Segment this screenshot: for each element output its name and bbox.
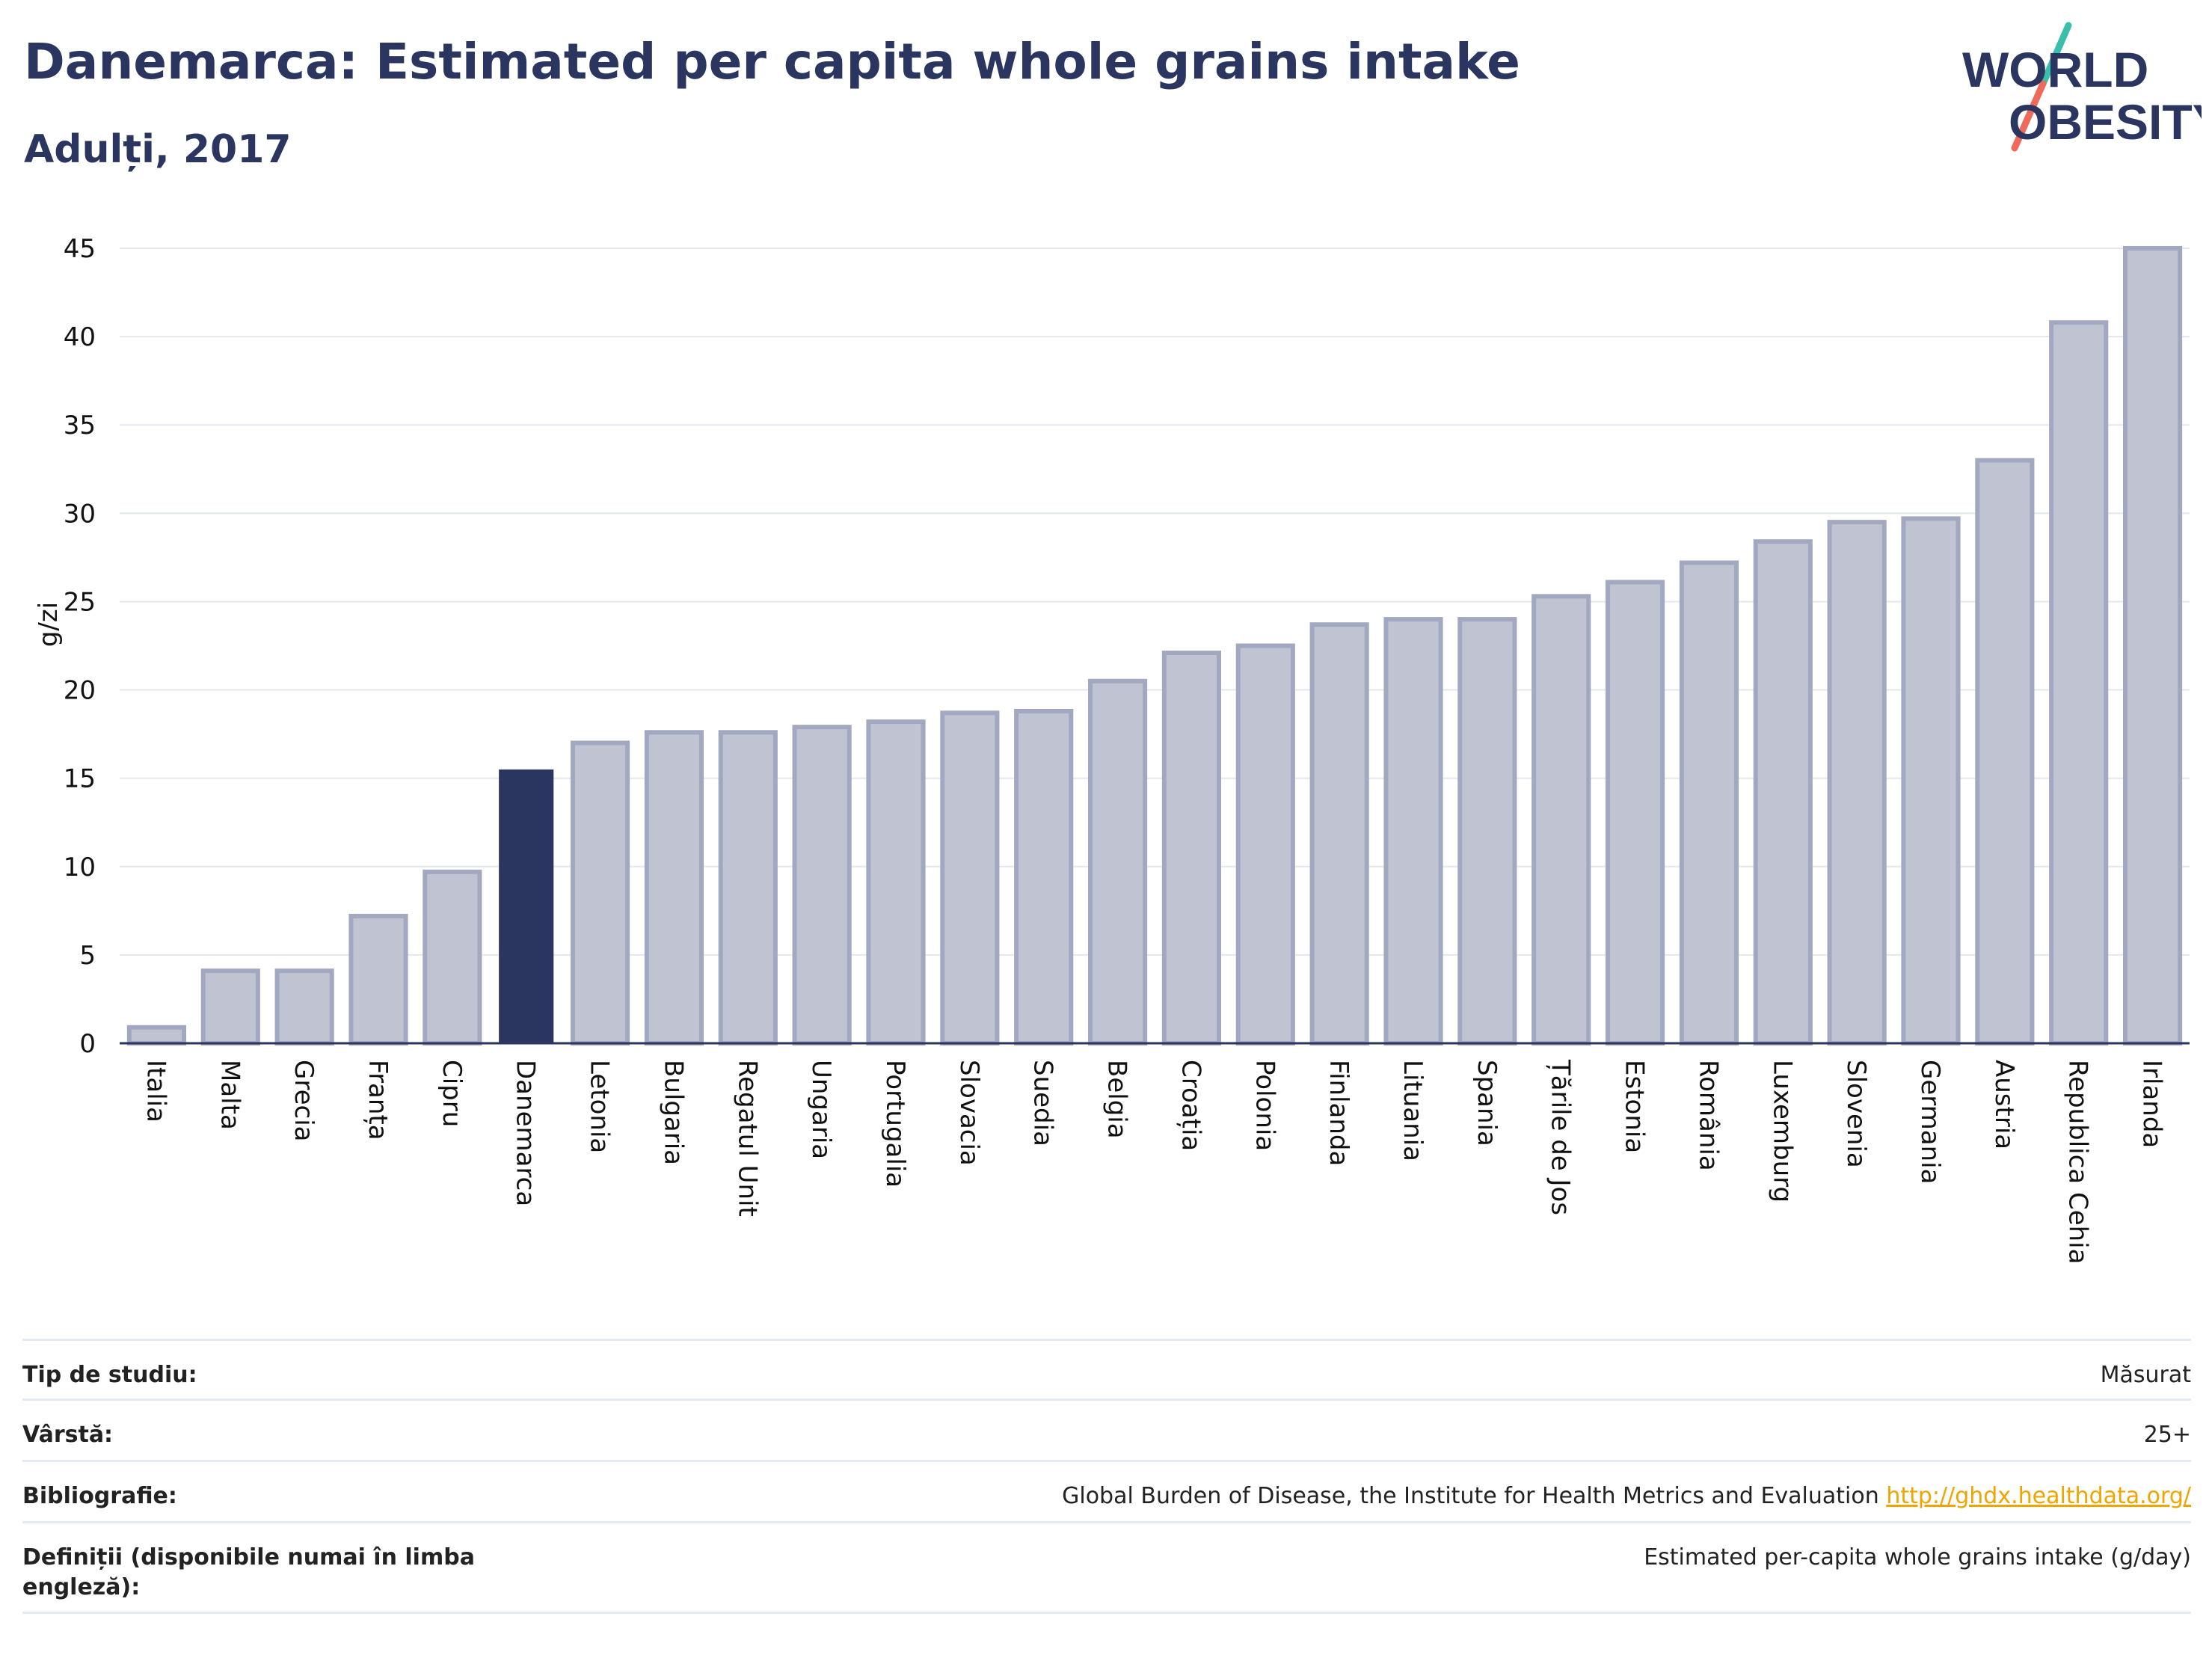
- info-label: Bibliografie:: [22, 1483, 177, 1509]
- world-obesity-logo[interactable]: WORLD OBESITY: [1955, 21, 2202, 163]
- bibliography-text: Global Burden of Disease, the Institute …: [1062, 1483, 1879, 1509]
- y-tick-label: 25: [64, 587, 96, 617]
- logo-slash-coral: [2011, 80, 2047, 152]
- bars: [126, 246, 2183, 1046]
- x-tick-label: Polonia: [1250, 1060, 1279, 1151]
- logo-line2: OBESITY: [2009, 94, 2202, 150]
- x-tick-label: Slovacia: [954, 1060, 984, 1166]
- bar[interactable]: [1161, 650, 1222, 1045]
- bar[interactable]: [792, 725, 852, 1045]
- x-tick-label: Portugalia: [880, 1060, 910, 1188]
- x-axis-ticks: Italia Malta Grecia Franța Cipru Danemarca Let…: [141, 1059, 2166, 1264]
- bar-highlight[interactable]: [499, 769, 554, 1043]
- logo-slash-teal: [2039, 22, 2072, 87]
- bar[interactable]: [570, 740, 630, 1046]
- bar[interactable]: [718, 730, 778, 1045]
- y-tick-label: 30: [64, 499, 96, 529]
- info-row-bibliography: Bibliografie: Global Burden of Disease, …: [22, 1460, 2191, 1521]
- chart-subtitle: Adulți, 2017: [24, 127, 292, 172]
- y-axis-label: g/zi: [34, 602, 64, 647]
- y-tick-label: 15: [64, 764, 96, 794]
- x-tick-label: Austria: [1989, 1060, 2019, 1149]
- x-tick-label: Malta: [215, 1060, 245, 1130]
- info-value: Estimated per-capita whole grains intake…: [1644, 1544, 2191, 1570]
- bar-chart: 0 5 10 15 20 25 30 35 40 45 Italia Malta Grecia Fran…: [34, 234, 2190, 1264]
- y-tick-label: 35: [64, 411, 96, 440]
- info-row-definitions: Definiții (disponibile numai în limba en…: [22, 1521, 2191, 1614]
- bar[interactable]: [2122, 246, 2183, 1045]
- x-tick-label: Slovenia: [1841, 1060, 1871, 1168]
- y-tick-label: 0: [79, 1029, 96, 1059]
- x-tick-label: Croația: [1176, 1060, 1205, 1151]
- bar[interactable]: [423, 869, 482, 1046]
- bar[interactable]: [866, 719, 926, 1045]
- info-value: Măsurat: [2100, 1362, 2191, 1388]
- bar[interactable]: [1827, 520, 1887, 1045]
- x-tick-label: Danemarca: [511, 1060, 541, 1206]
- x-tick-label: Germania: [1915, 1060, 1945, 1184]
- x-tick-label: Estonia: [1620, 1060, 1650, 1153]
- bar[interactable]: [1309, 622, 1369, 1045]
- info-value: Global Burden of Disease, the Institute …: [1062, 1481, 2191, 1511]
- x-tick-label: Ungaria: [806, 1060, 836, 1159]
- x-tick-label: Luxemburg: [1767, 1060, 1797, 1203]
- bar[interactable]: [1679, 560, 1739, 1045]
- info-label: Vârstă:: [22, 1422, 114, 1448]
- y-tick-label: 5: [79, 941, 96, 971]
- x-tick-label: Bulgaria: [658, 1060, 688, 1165]
- y-axis-ticks: 0 5 10 15 20 25 30 35 40 45: [64, 234, 96, 1059]
- bar[interactable]: [1531, 594, 1591, 1045]
- info-value: 25+: [2143, 1422, 2191, 1448]
- info-label: Tip de studiu:: [22, 1362, 197, 1388]
- info-row-study-type: Tip de studiu: Măsurat: [22, 1339, 2191, 1398]
- bar[interactable]: [1235, 643, 1295, 1045]
- bar[interactable]: [126, 1025, 187, 1045]
- x-tick-label: Letonia: [585, 1060, 615, 1153]
- info-table: Tip de studiu: Măsurat Vârstă: 25+ Bibli…: [22, 1339, 2191, 1614]
- bar[interactable]: [1014, 708, 1074, 1045]
- y-tick-label: 10: [64, 853, 96, 882]
- x-tick-label: Franța: [363, 1060, 393, 1140]
- x-tick-label: Irlanda: [2137, 1060, 2167, 1148]
- x-tick-label: Republica Cehia: [2063, 1060, 2093, 1264]
- x-tick-label: Regatul Unit: [732, 1060, 762, 1217]
- x-tick-label: Finlanda: [1324, 1060, 1354, 1166]
- bar[interactable]: [1087, 678, 1148, 1045]
- y-tick-label: 40: [64, 322, 96, 352]
- y-tick-label: 20: [64, 676, 96, 706]
- bar[interactable]: [1975, 458, 2035, 1045]
- bibliography-link[interactable]: http://ghdx.healthdata.org/: [1886, 1483, 2191, 1509]
- x-tick-label: Cipru: [437, 1060, 467, 1127]
- x-tick-label: Țările de Jos: [1546, 1059, 1576, 1215]
- bar[interactable]: [940, 710, 1000, 1046]
- x-tick-label: Italia: [141, 1060, 170, 1123]
- x-tick-label: România: [1693, 1060, 1723, 1171]
- bar[interactable]: [1383, 617, 1443, 1045]
- bar[interactable]: [1901, 516, 1961, 1045]
- info-row-age: Vârstă: 25+: [22, 1398, 2191, 1460]
- info-label: Definiții (disponibile numai în limba en…: [22, 1544, 475, 1600]
- x-tick-label: Belgia: [1102, 1060, 1132, 1139]
- x-tick-label: Lituania: [1398, 1060, 1428, 1161]
- bar[interactable]: [1457, 617, 1517, 1045]
- y-tick-label: 45: [64, 234, 96, 264]
- bar[interactable]: [644, 730, 704, 1045]
- x-tick-label: Suedia: [1028, 1060, 1058, 1146]
- logo-line1: WORLD: [1962, 42, 2148, 97]
- bar[interactable]: [2049, 320, 2109, 1046]
- bar[interactable]: [200, 968, 260, 1046]
- x-tick-label: Spania: [1472, 1060, 1502, 1146]
- x-tick-label: Grecia: [289, 1060, 319, 1141]
- chart-title: Danemarca: Estimated per capita whole gr…: [24, 33, 1520, 90]
- bar[interactable]: [274, 968, 334, 1046]
- bar[interactable]: [348, 913, 408, 1046]
- bar[interactable]: [1605, 580, 1665, 1045]
- bar[interactable]: [1753, 539, 1813, 1045]
